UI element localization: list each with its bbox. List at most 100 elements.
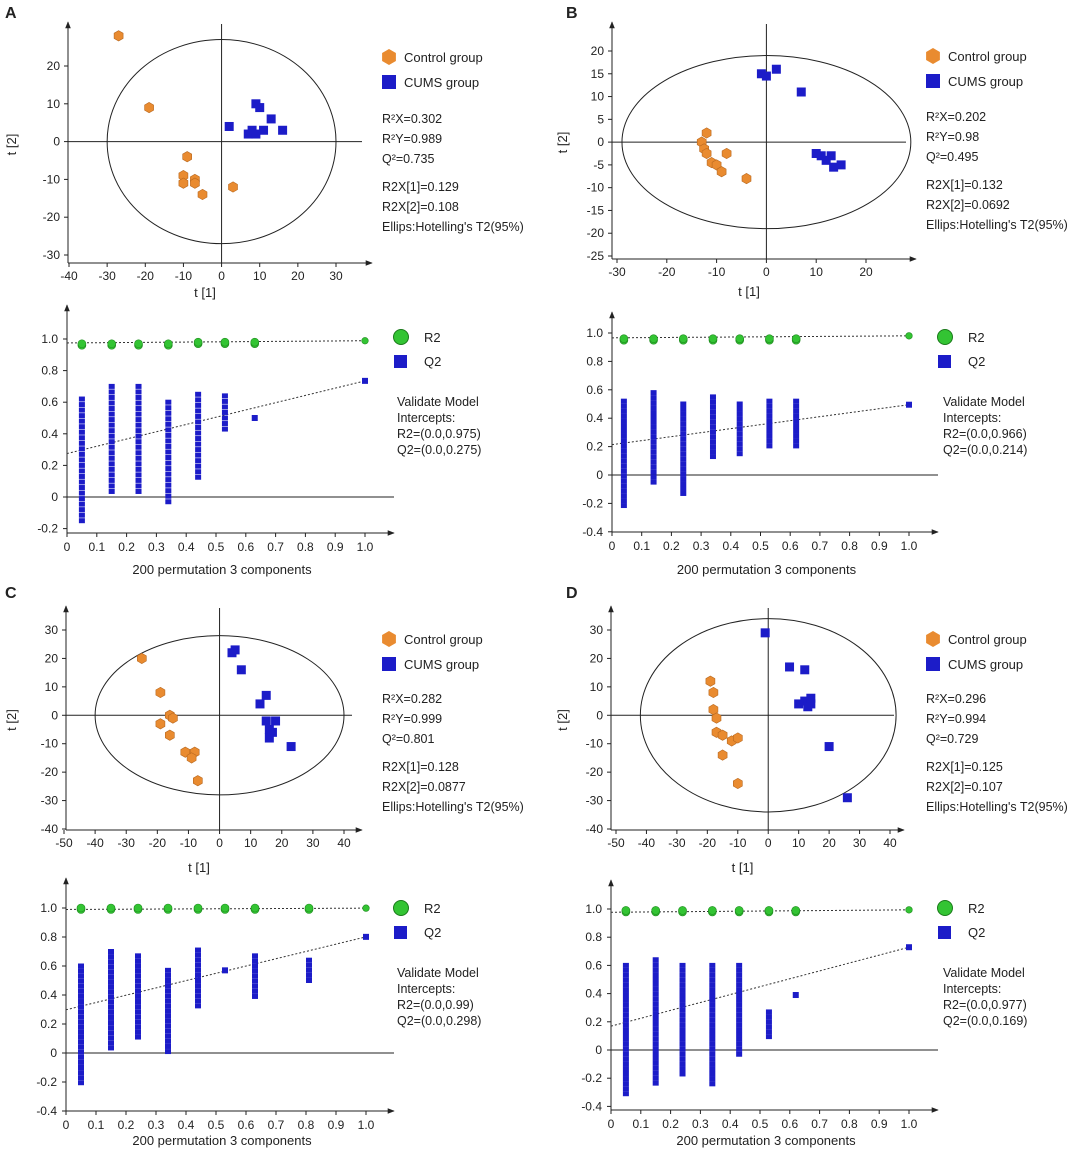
- q2-point: [135, 1009, 141, 1015]
- r2-legend-icon: [937, 900, 953, 916]
- q2-point: [680, 446, 687, 452]
- q2-point: [165, 477, 172, 483]
- r2-point: [193, 903, 203, 913]
- r2-point: [678, 334, 688, 343]
- control-point: [193, 775, 203, 787]
- q2-point: [195, 391, 202, 397]
- q2-point: [679, 1051, 686, 1057]
- q2-point: [793, 403, 800, 409]
- q2-point: [620, 458, 627, 464]
- x-tick-label: 0.9: [871, 1117, 888, 1131]
- model-stat: Q²=0.729: [926, 732, 979, 746]
- q2-point: [620, 428, 627, 434]
- q2-point: [108, 417, 115, 423]
- q2-point: [620, 468, 627, 474]
- q2-point: [221, 404, 228, 410]
- r2-point: [250, 903, 260, 913]
- q2-point: [620, 433, 627, 439]
- q2-point: [650, 395, 657, 401]
- q2-point: [620, 463, 627, 469]
- control-point: [165, 729, 175, 741]
- q2-point: [652, 991, 659, 997]
- q2-point: [306, 967, 312, 973]
- control-point: [228, 181, 238, 193]
- q2-point: [165, 972, 171, 978]
- x-tick-label: -20: [137, 269, 155, 283]
- cums-point: [806, 693, 816, 703]
- q2-point: [195, 972, 201, 978]
- x-tick-label: 0: [609, 539, 616, 553]
- panel-letter: C: [5, 585, 17, 602]
- y-tick-label: 1.0: [586, 326, 603, 340]
- q2-point: [793, 408, 800, 414]
- model-stat: Ellips:Hotelling's T2(95%): [926, 218, 1068, 232]
- q2-point: [165, 399, 172, 405]
- x-axis-label: t [1]: [732, 860, 754, 875]
- q2-point: [622, 962, 629, 968]
- q2-point: [165, 493, 172, 499]
- cums-point: [771, 64, 781, 74]
- model-stat: R2X[2]=0.0692: [926, 198, 1010, 212]
- q2-point: [709, 1081, 716, 1087]
- q2-point: [108, 450, 115, 456]
- q2-point: [165, 432, 172, 438]
- q2-point: [195, 397, 202, 403]
- q2-point: [165, 1013, 171, 1019]
- control-point: [155, 718, 166, 730]
- x-tick-label: 1.0: [357, 540, 374, 554]
- q2-point: [765, 1024, 772, 1030]
- permutation-plot: 0 0.1 0.2 0.3 0.4 0.5 0.6 0.7 0.8 0.9 1.0 -0.4 -0.2 0…: [582, 311, 1027, 577]
- q2-point: [78, 1024, 84, 1030]
- validation-stat: Validate Model: [943, 395, 1025, 409]
- y-tick-label: -40: [41, 822, 59, 836]
- q2-point: [736, 446, 743, 452]
- q2-point: [736, 967, 743, 973]
- x-tick-label: 0.3: [148, 540, 165, 554]
- q2-point: [652, 957, 659, 963]
- q2-point: [652, 1051, 659, 1057]
- control-point: [168, 712, 178, 724]
- x-tick-label: 0.6: [237, 540, 254, 554]
- q2-point: [622, 987, 629, 993]
- q2-point: [78, 1019, 84, 1025]
- legend-r2-label: R2: [968, 330, 985, 345]
- q2-point: [736, 441, 743, 447]
- q2-point: [709, 434, 716, 440]
- q2-point: [793, 433, 800, 439]
- model-stat: R2X[1]=0.132: [926, 178, 1003, 192]
- q2-point: [165, 998, 171, 1004]
- q2-point: [78, 978, 84, 984]
- model-stat: R2X[1]=0.125: [926, 760, 1003, 774]
- r2-point: [220, 337, 230, 347]
- q2-point: [165, 455, 172, 460]
- q2-regression-line: [611, 404, 910, 446]
- q2-point: [652, 1070, 659, 1076]
- q2-point: [78, 479, 85, 485]
- y-tick-label: 10: [590, 680, 604, 694]
- score-plot: -30 -20 -10 0 10 20 -25 -20 -15 -10 -5 0 5 10 15 20 t [1…: [555, 21, 1068, 299]
- q2-point: [736, 1031, 743, 1037]
- q2-point: [736, 962, 743, 968]
- model-stat: R2X[1]=0.128: [382, 760, 459, 774]
- cums-point: [816, 151, 826, 161]
- q2-point: [652, 1060, 659, 1066]
- q2-point: [78, 496, 85, 502]
- q2-point: [766, 408, 773, 414]
- hotelling-ellipse: [621, 55, 912, 230]
- q2-point: [709, 409, 716, 415]
- control-point: [113, 30, 124, 42]
- q2-point: [165, 427, 172, 433]
- y-tick-label: 0.8: [585, 930, 602, 944]
- cums-point: [224, 121, 234, 131]
- q2-point: [679, 1061, 686, 1067]
- perm-legend: R2 Q2: [393, 900, 441, 940]
- q2-point: [78, 1014, 84, 1020]
- control-point: [197, 188, 208, 201]
- r2-point: [905, 332, 913, 340]
- validation-stat: Q2=(0.0,0.275): [397, 443, 481, 457]
- q2-point: [135, 477, 142, 483]
- q2-point: [736, 987, 743, 993]
- q2-point: [108, 964, 114, 970]
- q2-point: [306, 972, 312, 978]
- y-tick-label: 0: [597, 135, 604, 149]
